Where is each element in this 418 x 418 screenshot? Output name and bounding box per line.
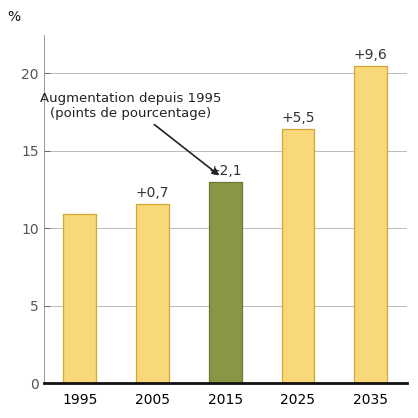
Text: Augmentation depuis 1995
(points de pourcentage): Augmentation depuis 1995 (points de pour…	[40, 92, 222, 174]
Bar	[354, 66, 387, 383]
Text: %: %	[7, 10, 20, 24]
Text: +9,6: +9,6	[354, 48, 387, 62]
Text: +2,1: +2,1	[209, 164, 242, 178]
Bar	[136, 204, 169, 383]
Bar	[64, 214, 96, 383]
Text: +5,5: +5,5	[281, 111, 315, 125]
Bar	[209, 182, 242, 383]
Bar	[281, 129, 314, 383]
Text: +0,7: +0,7	[136, 186, 169, 200]
